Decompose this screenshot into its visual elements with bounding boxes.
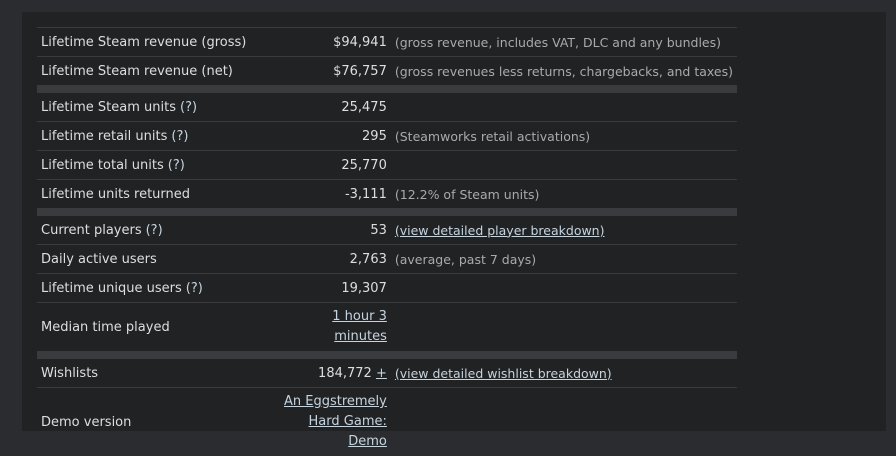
label-cell: Lifetime Steam units (?) (37, 93, 272, 122)
value-cell: 53 (272, 216, 391, 245)
separator-cell (37, 351, 737, 359)
section-separator (37, 85, 737, 93)
stat-row: Wishlists 184,772 + (view detailed wishlis… (37, 359, 737, 388)
value-link[interactable]: 1 hour 3 minutes (332, 309, 387, 344)
value-cell: 2,763 (272, 245, 391, 274)
stat-label: Demo version (41, 415, 131, 430)
label-cell: Lifetime unique users (?) (37, 274, 272, 303)
stat-label: Wishlists (41, 366, 98, 381)
stat-label: Lifetime units returned (41, 187, 190, 202)
stat-value: 295 (362, 129, 387, 144)
separator-cell (37, 208, 737, 216)
stat-label: Lifetime Steam units (41, 100, 176, 115)
value-cell: 25,770 (272, 151, 391, 180)
value-cell: 19,307 (272, 274, 391, 303)
label-cell: Median time played (37, 303, 272, 352)
label-cell: Lifetime total units (?) (37, 151, 272, 180)
section-separator (37, 208, 737, 216)
note-cell (391, 388, 737, 456)
stat-label: Current players (41, 223, 142, 238)
stat-row: Lifetime Steam units (?) 25,475 (37, 93, 737, 122)
stat-label: Lifetime Steam revenue (net) (41, 64, 233, 79)
help-icon[interactable]: (?) (146, 223, 163, 238)
stat-label: Daily active users (41, 252, 157, 267)
stat-value: $76,757 (333, 64, 387, 79)
note-cell (391, 151, 737, 180)
value-cell: 25,475 (272, 93, 391, 122)
stat-row: Daily active users 2,763 (average, past 7 … (37, 245, 737, 274)
value-link[interactable]: An Eggstremely Hard Game: Demo (284, 394, 387, 449)
stat-row: Lifetime Steam revenue (net) $76,757 (gros… (37, 57, 737, 86)
stats-panel: Lifetime Steam revenue (gross) $94,941 (gr… (22, 12, 886, 431)
note-cell: (12.2% of Steam units) (391, 180, 737, 209)
page: Lifetime Steam revenue (gross) $94,941 (gr… (0, 0, 896, 444)
note-cell (391, 303, 737, 352)
label-cell: Lifetime Steam revenue (net) (37, 57, 272, 86)
stat-row: Median time played 1 hour 3 minutes (37, 303, 737, 352)
help-icon[interactable]: (?) (186, 281, 203, 296)
stat-note: (gross revenues less returns, chargeback… (395, 64, 733, 79)
help-icon[interactable]: (?) (168, 158, 185, 173)
note-cell (391, 274, 737, 303)
note-cell: (view detailed wishlist breakdown) (391, 359, 737, 388)
stat-note: (gross revenue, includes VAT, DLC and an… (395, 35, 721, 50)
value-cell: -3,111 (272, 180, 391, 209)
note-link[interactable]: (view detailed wishlist breakdown) (395, 366, 612, 381)
value-cell: An Eggstremely Hard Game: Demo (272, 388, 391, 456)
stat-value: -3,111 (345, 187, 387, 202)
note-cell: (Steamworks retail activations) (391, 122, 737, 151)
expand-link[interactable]: + (376, 366, 387, 381)
stat-note: (average, past 7 days) (395, 252, 536, 267)
stat-row: Lifetime total units (?) 25,770 (37, 151, 737, 180)
stat-note: (12.2% of Steam units) (395, 187, 540, 202)
note-cell: (average, past 7 days) (391, 245, 737, 274)
label-cell: Daily active users (37, 245, 272, 274)
label-cell: Lifetime units returned (37, 180, 272, 209)
stat-label: Lifetime retail units (41, 129, 167, 144)
separator-cell (37, 85, 737, 93)
note-link[interactable]: (view detailed player breakdown) (395, 223, 605, 238)
stat-row: Lifetime unique users (?) 19,307 (37, 274, 737, 303)
stat-note: (Steamworks retail activations) (395, 129, 590, 144)
stat-label: Lifetime Steam revenue (gross) (41, 35, 246, 50)
value-cell: $76,757 (272, 57, 391, 86)
stat-value: 25,475 (341, 100, 387, 115)
note-cell: (gross revenues less returns, chargeback… (391, 57, 737, 86)
stat-row: Lifetime units returned -3,111 (12.2% of S… (37, 180, 737, 209)
value-cell: 295 (272, 122, 391, 151)
value-cell: 184,772 + (272, 359, 391, 388)
label-cell: Lifetime retail units (?) (37, 122, 272, 151)
label-cell: Wishlists (37, 359, 272, 388)
stat-row: Lifetime Steam revenue (gross) $94,941 (gr… (37, 28, 737, 57)
label-cell: Current players (?) (37, 216, 272, 245)
value-cell: 1 hour 3 minutes (272, 303, 391, 352)
stat-value: 25,770 (341, 158, 387, 173)
stat-row: Current players (?) 53 (view detailed playe… (37, 216, 737, 245)
help-icon[interactable]: (?) (171, 129, 188, 144)
help-icon[interactable]: (?) (180, 100, 197, 115)
stat-value: 53 (370, 223, 387, 238)
stat-label: Lifetime total units (41, 158, 164, 173)
stat-value: $94,941 (333, 35, 387, 50)
stats-table: Lifetime Steam revenue (gross) $94,941 (gr… (37, 27, 737, 456)
section-separator (37, 351, 737, 359)
stat-value: 184,772 (318, 366, 372, 381)
label-cell: Lifetime Steam revenue (gross) (37, 28, 272, 57)
value-cell: $94,941 (272, 28, 391, 57)
stat-row: Lifetime retail units (?) 295 (Steamworks r… (37, 122, 737, 151)
note-cell: (view detailed player breakdown) (391, 216, 737, 245)
stat-label: Median time played (41, 320, 170, 335)
note-cell: (gross revenue, includes VAT, DLC and an… (391, 28, 737, 57)
stat-value: 2,763 (350, 252, 387, 267)
stat-label: Lifetime unique users (41, 281, 182, 296)
stat-row: Demo version An Eggstremely Hard Game: De… (37, 388, 737, 456)
stat-value: 19,307 (341, 281, 387, 296)
label-cell: Demo version (37, 388, 272, 456)
note-cell (391, 93, 737, 122)
